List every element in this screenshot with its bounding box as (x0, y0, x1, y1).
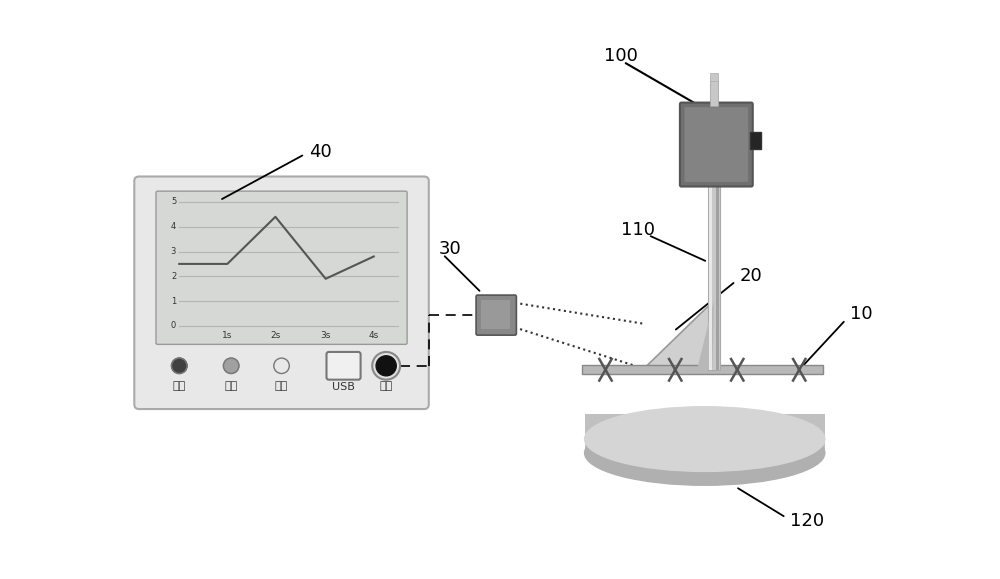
Bar (481, 300, 510, 329)
FancyBboxPatch shape (156, 191, 407, 345)
Text: 4s: 4s (369, 331, 379, 339)
Text: 0: 0 (171, 321, 176, 331)
Text: 电源: 电源 (275, 382, 288, 391)
Text: 2: 2 (171, 272, 176, 281)
Text: 20: 20 (740, 267, 762, 285)
Text: 3s: 3s (320, 331, 331, 339)
Circle shape (223, 358, 239, 373)
FancyBboxPatch shape (134, 177, 429, 409)
FancyBboxPatch shape (326, 352, 361, 380)
Bar (710, 74, 718, 108)
Circle shape (172, 358, 187, 373)
Text: 4: 4 (171, 222, 176, 231)
Text: USB: USB (332, 382, 355, 391)
FancyBboxPatch shape (476, 295, 516, 335)
Text: 5: 5 (171, 197, 176, 207)
Text: 40: 40 (309, 143, 331, 161)
Circle shape (274, 358, 289, 373)
Bar (750, 133, 761, 149)
Polygon shape (697, 301, 714, 370)
FancyBboxPatch shape (680, 102, 753, 186)
Text: 120: 120 (790, 512, 824, 530)
FancyBboxPatch shape (585, 415, 825, 453)
Text: 110: 110 (621, 221, 655, 239)
Bar (709, 181, 712, 370)
Ellipse shape (585, 420, 825, 485)
Text: 错误: 错误 (225, 382, 238, 391)
Text: 30: 30 (439, 240, 462, 258)
Bar (708, 181, 720, 370)
Text: 10: 10 (850, 305, 872, 323)
Text: 运行: 运行 (173, 382, 186, 391)
Polygon shape (643, 301, 714, 370)
Text: 100: 100 (604, 47, 638, 65)
Bar (582, 365, 822, 375)
Text: 2s: 2s (270, 331, 281, 339)
Text: 3: 3 (171, 247, 176, 256)
Text: 1s: 1s (222, 331, 233, 339)
Text: 1: 1 (171, 296, 176, 306)
Bar (710, 81, 718, 106)
Bar (716, 181, 719, 370)
Circle shape (372, 352, 400, 380)
Ellipse shape (585, 406, 825, 471)
Circle shape (376, 356, 396, 376)
Text: 开关: 开关 (380, 382, 393, 391)
FancyBboxPatch shape (685, 107, 748, 182)
